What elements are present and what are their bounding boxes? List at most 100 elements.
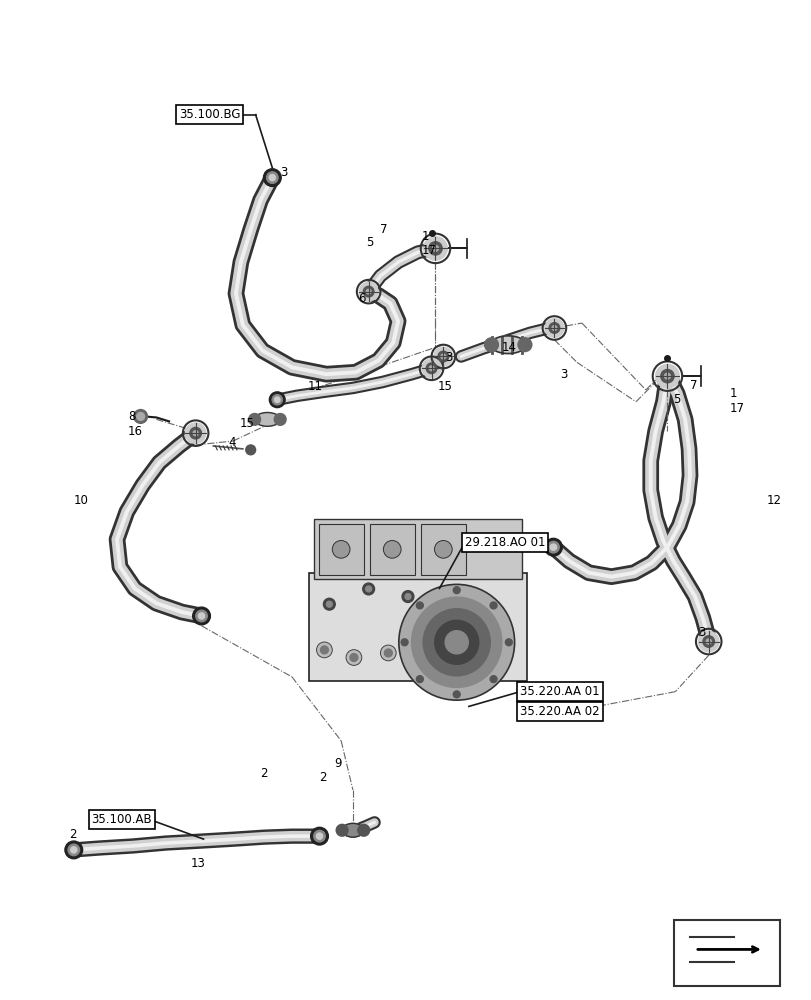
Text: 2: 2 <box>69 828 76 841</box>
Text: 12: 12 <box>766 493 781 506</box>
Text: 7: 7 <box>689 379 697 392</box>
Circle shape <box>490 676 496 683</box>
Circle shape <box>269 175 275 181</box>
Circle shape <box>547 541 559 553</box>
Circle shape <box>190 427 201 439</box>
Text: 17: 17 <box>421 244 436 257</box>
Circle shape <box>697 631 718 652</box>
Circle shape <box>313 830 325 842</box>
Text: 2: 2 <box>319 771 327 784</box>
Circle shape <box>423 609 490 676</box>
Circle shape <box>706 639 710 644</box>
Text: 8: 8 <box>127 410 135 423</box>
Circle shape <box>192 607 210 625</box>
Text: 6: 6 <box>358 292 365 305</box>
Circle shape <box>263 169 281 186</box>
Ellipse shape <box>490 336 526 354</box>
Text: 1: 1 <box>421 230 429 243</box>
Circle shape <box>437 351 448 362</box>
Circle shape <box>185 423 206 443</box>
Text: 3: 3 <box>280 166 287 179</box>
Text: 7: 7 <box>380 223 388 236</box>
Circle shape <box>68 844 79 856</box>
FancyBboxPatch shape <box>369 524 414 575</box>
Text: 15: 15 <box>239 417 255 430</box>
Circle shape <box>654 364 679 388</box>
Text: 2: 2 <box>260 767 268 780</box>
Text: 13: 13 <box>191 857 205 870</box>
Circle shape <box>453 691 460 698</box>
Circle shape <box>311 827 328 845</box>
Circle shape <box>316 642 332 658</box>
Circle shape <box>266 172 277 183</box>
Text: 16: 16 <box>127 425 143 438</box>
Ellipse shape <box>341 823 363 837</box>
FancyBboxPatch shape <box>308 573 526 681</box>
Circle shape <box>332 540 350 558</box>
Text: 11: 11 <box>307 380 322 393</box>
Circle shape <box>484 338 498 352</box>
Circle shape <box>380 645 396 661</box>
Circle shape <box>198 613 204 619</box>
Circle shape <box>426 363 436 374</box>
Text: 3: 3 <box>560 368 567 381</box>
Circle shape <box>274 414 285 425</box>
Circle shape <box>423 237 447 260</box>
Circle shape <box>544 319 563 337</box>
Circle shape <box>366 289 371 294</box>
Circle shape <box>363 286 374 297</box>
FancyBboxPatch shape <box>318 524 363 575</box>
Circle shape <box>323 598 335 610</box>
Circle shape <box>490 602 496 609</box>
Circle shape <box>350 654 358 661</box>
Circle shape <box>272 395 282 405</box>
Text: 29.218.AO 01: 29.218.AO 01 <box>465 536 545 549</box>
Circle shape <box>548 323 559 333</box>
Circle shape <box>504 639 512 646</box>
Circle shape <box>136 413 144 420</box>
Text: 35.100.BG: 35.100.BG <box>178 108 240 121</box>
Circle shape <box>316 833 322 839</box>
Text: 9: 9 <box>334 757 341 770</box>
Circle shape <box>440 354 445 359</box>
Text: 3: 3 <box>444 351 453 364</box>
Circle shape <box>416 602 423 609</box>
Circle shape <box>416 676 423 683</box>
Circle shape <box>434 540 452 558</box>
Circle shape <box>65 841 83 859</box>
Text: 3: 3 <box>697 626 705 639</box>
Circle shape <box>336 824 348 836</box>
Text: 10: 10 <box>74 493 88 506</box>
Circle shape <box>246 445 255 455</box>
Circle shape <box>358 824 369 836</box>
Ellipse shape <box>255 413 280 426</box>
Text: 4: 4 <box>228 436 235 449</box>
Text: 35.100.AB: 35.100.AB <box>92 813 152 826</box>
FancyBboxPatch shape <box>420 524 466 575</box>
Text: 15: 15 <box>437 380 452 393</box>
Circle shape <box>384 649 392 657</box>
Text: 35.220.AA 02: 35.220.AA 02 <box>519 705 599 718</box>
Circle shape <box>326 601 332 607</box>
Circle shape <box>320 646 328 654</box>
FancyBboxPatch shape <box>673 920 779 986</box>
Text: 17: 17 <box>728 402 744 415</box>
Circle shape <box>195 610 207 622</box>
Circle shape <box>433 347 453 366</box>
Circle shape <box>411 597 501 687</box>
Circle shape <box>702 636 714 647</box>
Circle shape <box>274 397 280 402</box>
Circle shape <box>432 245 438 251</box>
Circle shape <box>358 282 378 301</box>
Circle shape <box>193 431 198 436</box>
Circle shape <box>544 538 561 556</box>
Circle shape <box>453 587 460 594</box>
Circle shape <box>550 544 556 550</box>
Circle shape <box>363 583 374 595</box>
Circle shape <box>663 373 670 379</box>
Text: 5: 5 <box>365 236 372 249</box>
Circle shape <box>517 338 531 352</box>
Text: 14: 14 <box>500 341 516 354</box>
Text: 1: 1 <box>728 387 736 400</box>
Circle shape <box>383 540 401 558</box>
